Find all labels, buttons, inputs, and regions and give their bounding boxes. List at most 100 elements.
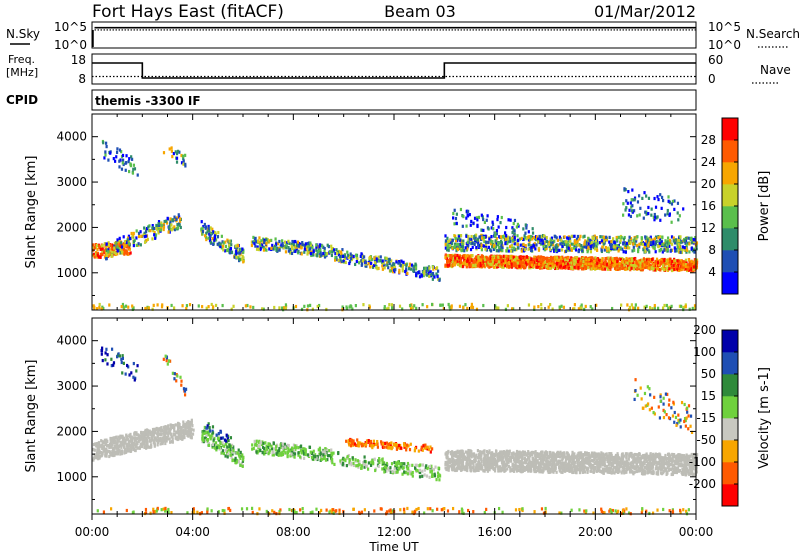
power-cell — [602, 242, 606, 246]
power-cell — [332, 248, 336, 252]
power-cell — [570, 256, 573, 260]
power-cell — [635, 237, 638, 241]
power-cell — [316, 304, 319, 309]
power-cell — [580, 306, 583, 310]
power-cell — [672, 236, 675, 240]
power-cell — [660, 248, 663, 252]
power-cell — [679, 238, 682, 242]
power-cell — [382, 261, 385, 265]
velocity-cell — [115, 445, 118, 449]
power-cell — [387, 257, 390, 262]
power-cell — [489, 262, 492, 266]
power-cell — [550, 238, 553, 242]
power-cell — [608, 265, 611, 269]
power-cell — [254, 236, 257, 240]
nave-label: Nave — [760, 63, 791, 77]
power-cell — [666, 247, 669, 252]
power-cell — [323, 246, 326, 251]
power-cell — [462, 254, 465, 258]
power-cell — [673, 267, 676, 271]
power-cell — [490, 235, 493, 239]
power-cell — [460, 239, 463, 243]
power-cell — [641, 264, 644, 268]
power-cell — [290, 251, 294, 256]
power-cell — [695, 260, 699, 264]
power-cell — [121, 153, 125, 158]
power-cell — [513, 229, 516, 233]
power-cell — [666, 208, 669, 213]
power-cell — [652, 245, 655, 249]
power-cell — [628, 235, 631, 239]
power-cell — [263, 246, 266, 251]
power-cell — [634, 239, 638, 243]
velocity-data-group — [92, 346, 699, 516]
power-cell — [418, 275, 422, 279]
power-cell — [304, 245, 307, 249]
power-cell — [436, 269, 440, 273]
power-cell — [355, 259, 358, 264]
power-cell — [409, 307, 413, 311]
power-cell — [151, 237, 154, 241]
power-cell — [489, 249, 493, 253]
power-cell — [533, 305, 536, 309]
power-cell — [532, 262, 535, 266]
power-cell — [220, 234, 223, 238]
power-cell — [566, 262, 569, 266]
velocity-cell — [523, 456, 527, 461]
power-cell — [621, 247, 624, 251]
power-cell — [578, 257, 581, 261]
velocity-cell — [182, 432, 186, 436]
power-cell — [633, 209, 636, 213]
power-cell — [611, 237, 615, 241]
power-cell — [568, 258, 571, 262]
power-cell — [455, 212, 458, 216]
power-cell — [345, 306, 349, 311]
power-cell — [632, 238, 635, 242]
power-cell — [492, 247, 496, 252]
velocity-cell — [102, 449, 105, 453]
velocity-cell — [123, 451, 126, 455]
power-cell — [685, 250, 688, 254]
power-cell — [170, 223, 173, 227]
velocity-cell — [172, 432, 176, 436]
power-cell — [495, 237, 498, 241]
velocity-cell — [109, 441, 112, 445]
power-cell — [213, 238, 216, 242]
power-cell — [586, 250, 589, 254]
velocity-cell — [111, 449, 115, 453]
power-cell — [516, 234, 519, 238]
power-cell — [152, 229, 155, 233]
power-cell — [132, 243, 135, 248]
power-cell — [524, 244, 527, 248]
power-cell — [666, 212, 669, 216]
power-cell — [609, 258, 612, 262]
power-cell — [479, 261, 482, 266]
power-cell — [583, 234, 586, 238]
power-cell — [681, 248, 684, 252]
power-cell — [495, 259, 498, 263]
power-cell — [494, 233, 497, 238]
power-cell — [296, 244, 299, 248]
power-cell — [552, 243, 555, 247]
power-cell — [565, 265, 569, 269]
power-cell — [206, 230, 209, 234]
power-cell — [678, 245, 681, 249]
velocity-cell — [113, 440, 116, 444]
power-cell — [221, 240, 224, 244]
power-cell — [449, 307, 452, 311]
power-cell — [310, 253, 313, 258]
power-cell — [357, 261, 361, 265]
power-cell — [120, 167, 124, 171]
power-cell — [454, 216, 458, 221]
power-cell — [448, 239, 451, 243]
power-cell — [668, 265, 671, 269]
power-cell — [104, 153, 107, 157]
power-cell — [626, 261, 629, 265]
power-cell — [481, 254, 484, 258]
power-cell — [531, 227, 534, 231]
power-cell — [437, 277, 440, 281]
power-cell — [109, 151, 112, 155]
velocity-cell — [137, 433, 140, 437]
power-cell — [607, 260, 610, 264]
power-cell — [498, 235, 501, 239]
